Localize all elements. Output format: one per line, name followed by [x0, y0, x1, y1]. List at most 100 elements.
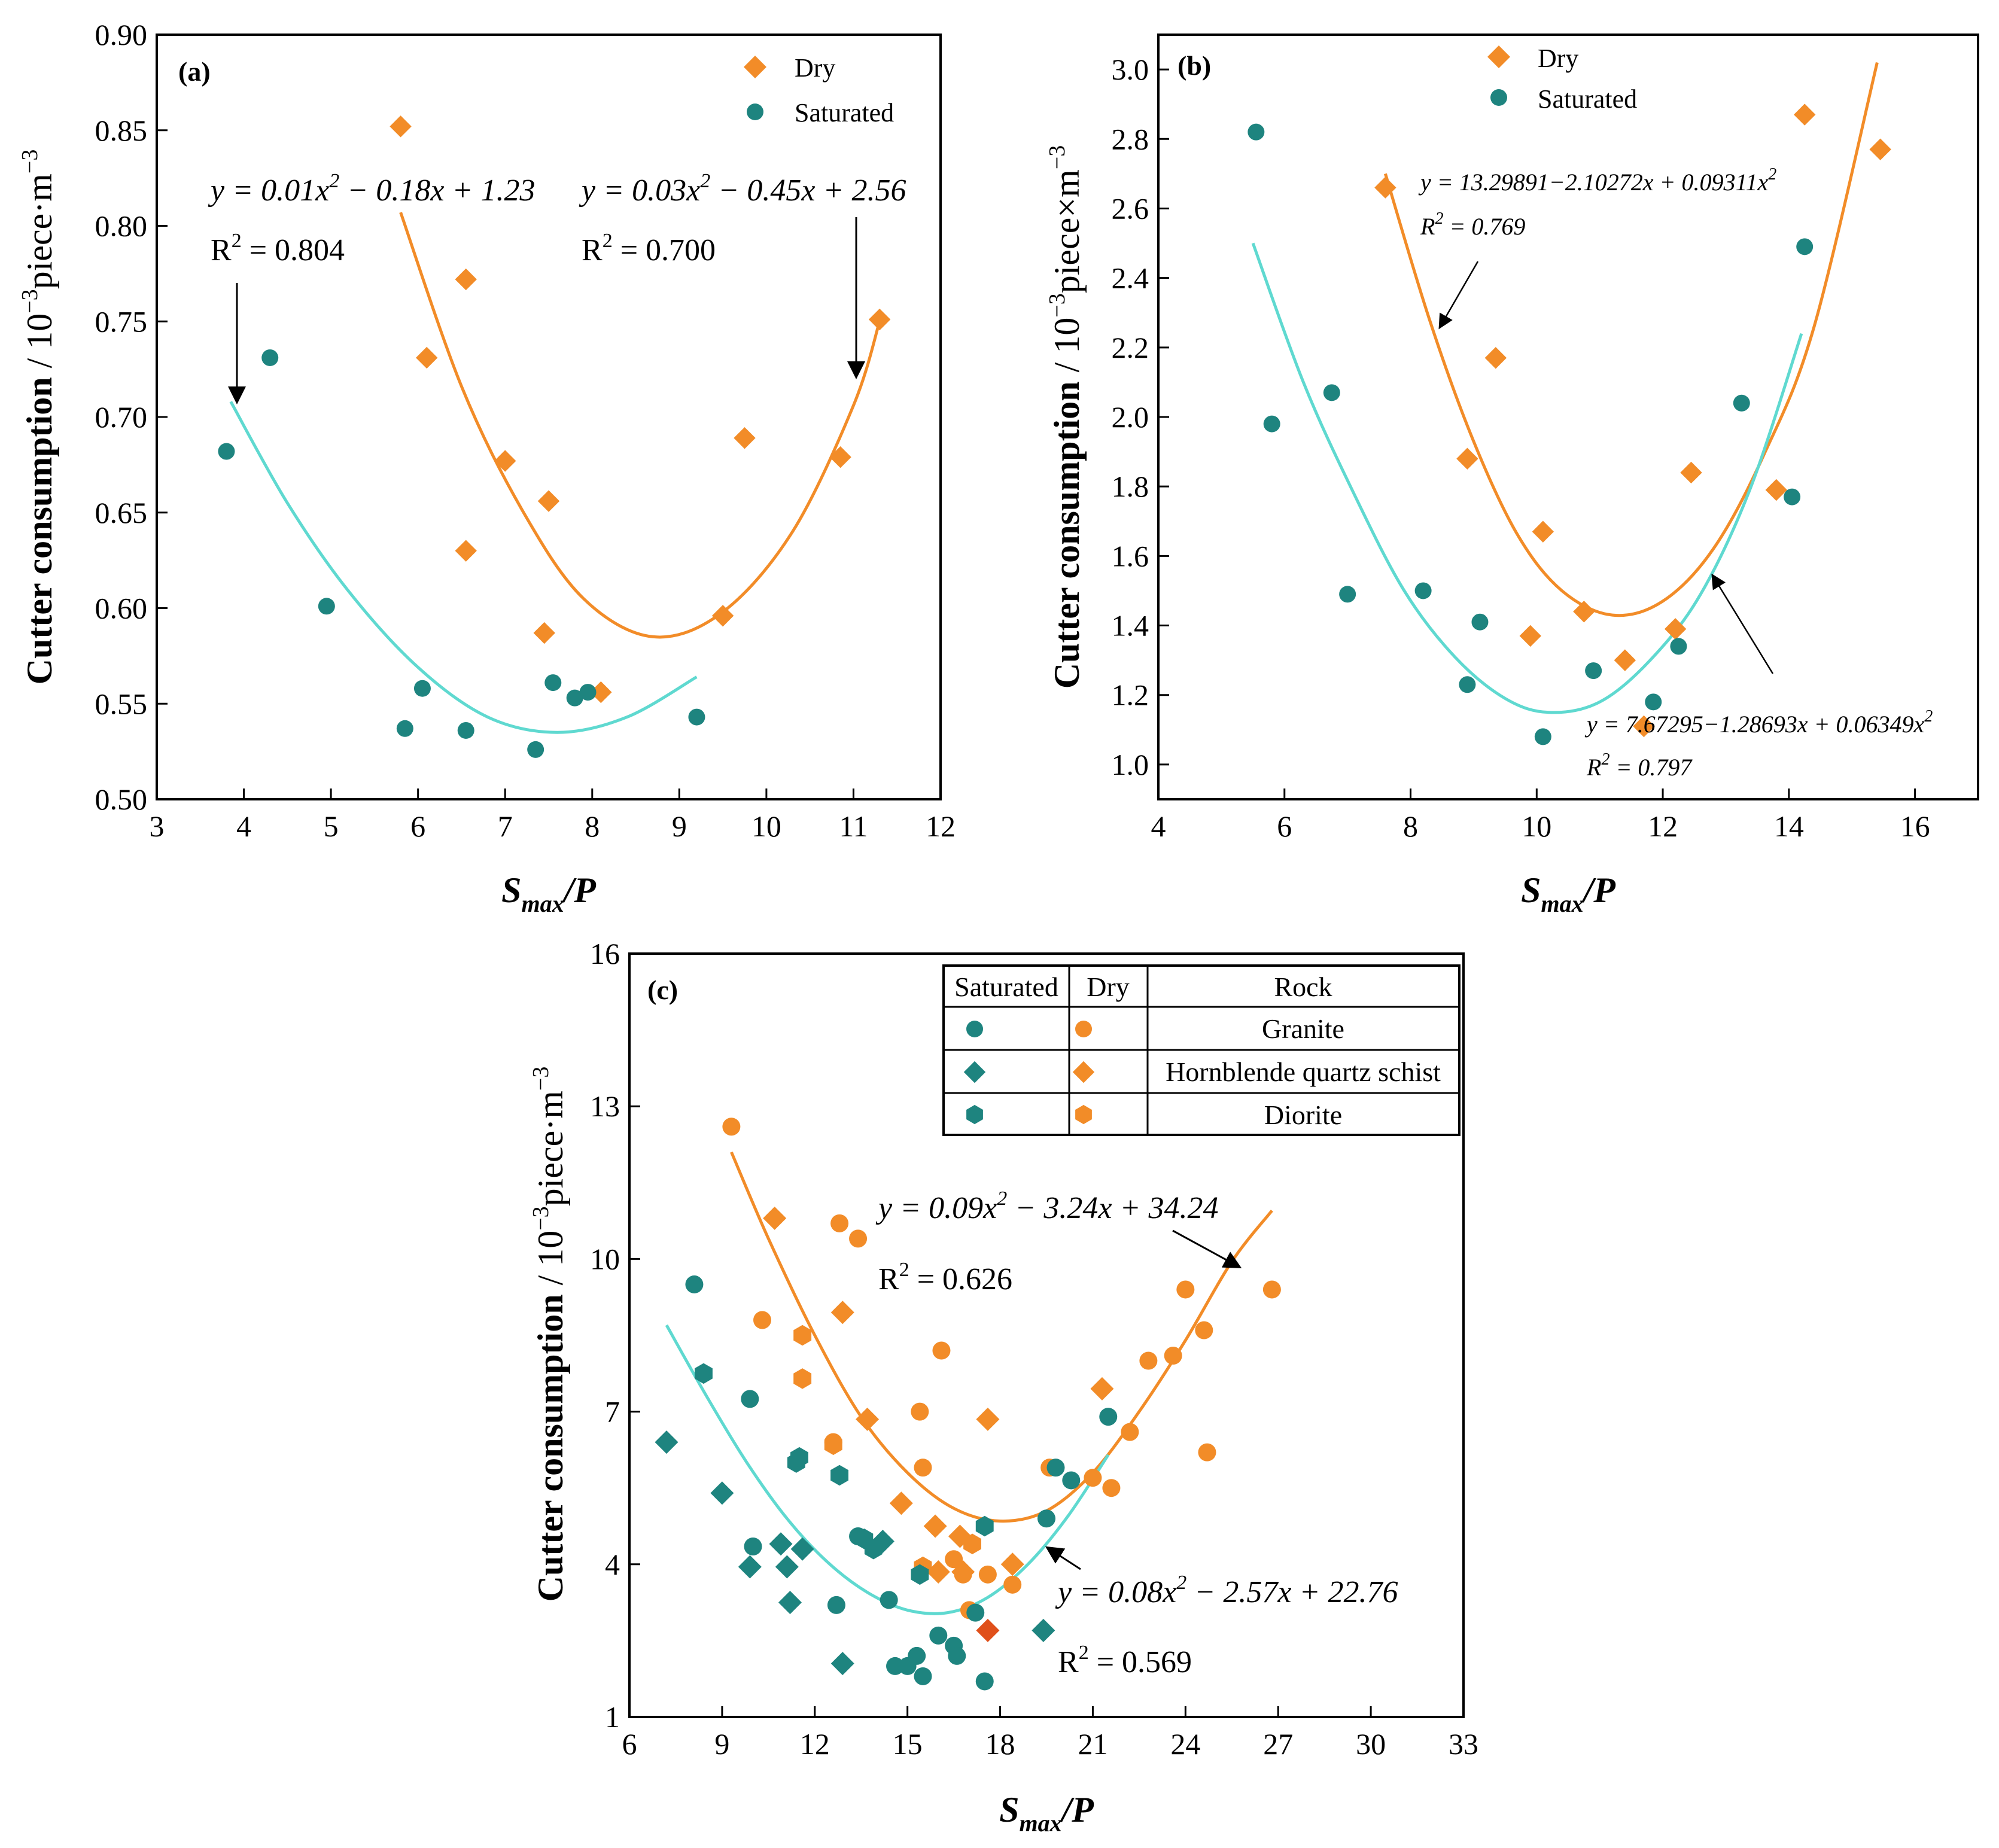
y-tick-label: 3.0: [1112, 53, 1149, 86]
y-tick-label: 16: [590, 937, 620, 970]
data-point-saturated: [579, 684, 597, 701]
r2-saturated-a: R2 = 0.804: [211, 230, 345, 267]
data-point-saturated: [688, 708, 705, 726]
data-point-saturated: [1670, 638, 1687, 655]
y-tick-label: 2.4: [1112, 261, 1149, 295]
x-tick-label: 6: [410, 809, 425, 843]
equation-dry-a: y = 0.03x2 − 0.45x + 2.56: [579, 170, 906, 208]
y-tick-label: 2.8: [1112, 122, 1149, 156]
data-point-saturated-granite: [908, 1646, 926, 1665]
fit-curves-a: [229, 212, 881, 734]
data-point-saturated-granite: [914, 1667, 932, 1685]
x-tick-label: 16: [1900, 809, 1930, 843]
data-point-saturated: [566, 689, 583, 707]
data-point-dry-hornblende-quartz-schist: [1090, 1377, 1114, 1401]
data-point-saturated-granite: [929, 1626, 948, 1645]
data-point-dry-granite: [1139, 1351, 1158, 1370]
chart-panel-c: 6 9 12 15 18 21 24 27 30 33 1 4 7 10 13 16 (c) Saturat…: [528, 937, 1478, 1837]
data-point-saturated: [1263, 415, 1280, 433]
legend-label-dry-b: Dry: [1538, 44, 1578, 73]
legend-marker-dry-a: [744, 56, 766, 78]
y-tick-label: 1: [605, 1700, 620, 1734]
x-tick-label: 9: [672, 809, 687, 843]
data-point-dry-hornblende-quartz-schist: [889, 1491, 913, 1515]
data-point-saturated-granite: [966, 1603, 985, 1622]
data-point-saturated-granite: [741, 1390, 759, 1408]
data-point-saturated-diorite: [975, 1515, 994, 1537]
arrow-saturated-b: [1711, 573, 1774, 674]
data-point-saturated-diorite: [695, 1363, 713, 1384]
data-point-dry-granite: [1176, 1280, 1195, 1299]
x-axis-title-a: Smax/P: [501, 870, 597, 917]
data-point-dry-hornblende-quartz-schist: [951, 1560, 975, 1584]
x-tick-label: 5: [324, 809, 339, 843]
r2-saturated-c: R2 = 0.569: [1058, 1642, 1192, 1679]
chart-panel-a: 3 4 5 6 7 8 9 10 11 12 0.500.550.600.650.700.750.…: [17, 18, 956, 917]
legend-b: Dry Saturated: [1487, 44, 1637, 114]
x-tick-label: 10: [751, 809, 781, 843]
legend-marker-saturated-diorite: [966, 1104, 983, 1125]
data-point-dry: [1765, 479, 1787, 501]
arrow-dry-b: [1438, 261, 1479, 330]
x-tick-label: 11: [839, 809, 868, 843]
data-point-dry-granite: [1121, 1423, 1139, 1441]
data-point-dry-diorite: [963, 1533, 981, 1554]
data-point-saturated: [318, 598, 335, 615]
data-point-dry-granite: [1198, 1443, 1216, 1462]
x-tick-label: 9: [714, 1727, 729, 1761]
data-point-saturated-diorite: [790, 1447, 808, 1468]
data-point-dry: [416, 346, 438, 369]
equation-dry-b: y = 13.29891−2.10272x + 0.09311x2: [1418, 165, 1776, 196]
legend-a: Dry Saturated: [744, 53, 894, 127]
data-point-dry-diorite: [793, 1368, 812, 1389]
data-point-dry: [455, 268, 477, 291]
r2-dry-c: R2 = 0.626: [878, 1259, 1012, 1296]
data-point-dry-granite: [1195, 1321, 1213, 1339]
data-point-dry: [494, 450, 516, 472]
data-point-dry-granite: [932, 1341, 951, 1360]
y-tick-label: 7: [605, 1395, 620, 1429]
data-point-dry-granite: [753, 1311, 772, 1329]
data-point-dry: [1573, 601, 1595, 623]
data-point-dry-granite: [722, 1118, 741, 1136]
x-axis-a: 3 4 5 6 7 8 9 10 11 12: [150, 788, 956, 843]
y-tick-label: 0.65: [95, 496, 148, 529]
y-tick-label: 0.60: [95, 592, 148, 625]
fit-curve-dry-fit: [1384, 62, 1879, 617]
legend-marker-saturated-granite: [966, 1021, 983, 1037]
equation-dry-c: y = 0.09x2 − 3.24x + 34.24: [875, 1188, 1219, 1225]
y-axis-title-a: Cutter consumption / 10−3piece·m−3: [17, 150, 59, 685]
legend-header-saturated: Saturated: [954, 972, 1058, 1002]
data-point-dry: [537, 490, 560, 512]
data-point-dry-diorite: [824, 1434, 842, 1456]
equation-saturated-b: y = 7.67295−1.28693x + 0.06349x2: [1584, 707, 1933, 738]
legend-label-saturated-b: Saturated: [1538, 84, 1637, 114]
fit-curve-dry-fit: [399, 212, 881, 639]
data-point-saturated: [457, 721, 474, 739]
x-tick-label: 12: [1648, 809, 1678, 843]
x-tick-label: 30: [1356, 1727, 1386, 1761]
data-point-dry: [1614, 649, 1636, 671]
data-point-dry: [829, 446, 851, 468]
panel-label-b: (b): [1178, 50, 1211, 81]
data-point-dry-granite: [1102, 1479, 1121, 1497]
data-point-dry-granite: [1164, 1347, 1182, 1365]
data-point-dry: [533, 622, 555, 644]
fit-curve-saturated-fit: [1251, 242, 1803, 714]
y-axis-title-c: Cutter consumption / 10−3piece·m−3: [528, 1067, 570, 1602]
data-point-dry-hornblende-quartz-schist: [926, 1560, 950, 1584]
y-axis-a: 0.50 0.55 0.60 0.65 0.70 0.75 0.80 0.85 0.90: [95, 18, 168, 816]
x-tick-label: 14: [1774, 809, 1804, 843]
data-point-dry: [590, 681, 612, 704]
legend-marker-dry-granite: [1075, 1021, 1092, 1037]
y-tick-label: 0.90: [95, 18, 148, 51]
r2-saturated-b: R2 = 0.797: [1586, 750, 1693, 781]
data-point-saturated: [1471, 613, 1489, 631]
y-tick-label: 4: [605, 1548, 620, 1581]
data-point-saturated-granite: [886, 1657, 905, 1675]
data-point-saturated: [1784, 488, 1801, 506]
data-points-c: [655, 1118, 1281, 1691]
data-point-saturated-granite: [948, 1646, 966, 1665]
data-point-saturated-diorite: [830, 1465, 848, 1486]
data-point-dry-granite: [849, 1229, 868, 1248]
